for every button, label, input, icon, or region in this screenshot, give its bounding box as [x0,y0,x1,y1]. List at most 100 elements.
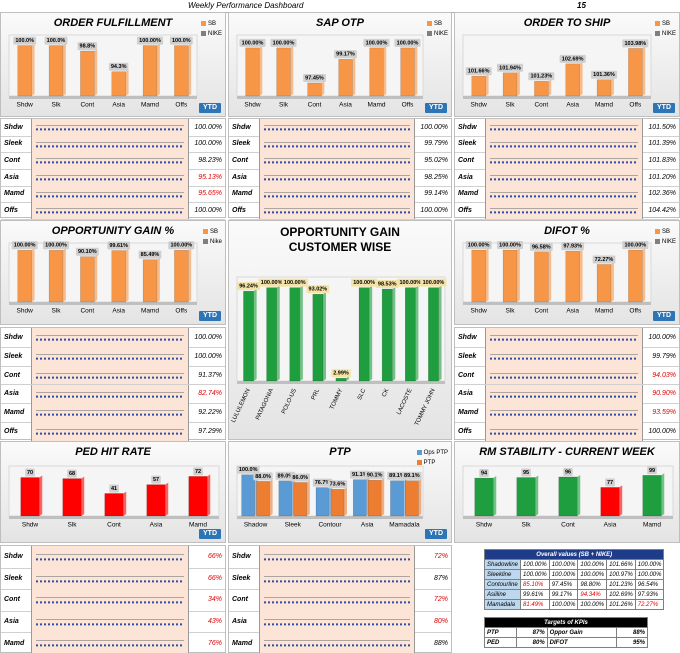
bar-side [485,248,489,302]
row-value: 100.00% [648,428,676,436]
legend: SB NIKE [654,227,676,247]
bar-side [579,249,583,302]
targets-row: PED 80% DIFOT 95% [484,637,649,648]
plot-floor [237,516,423,519]
sparkline-cell [31,119,189,136]
legend-swatch [654,30,660,36]
ytd-row: Cont 72% [229,589,451,612]
plot-floor [463,302,651,305]
x-tick-label: Slk [279,102,289,109]
bar [276,47,291,97]
bar-side [94,254,98,302]
row-label: Sleek [458,352,477,360]
legend-item: NIKE [654,29,676,39]
sparkline-cell [31,328,189,347]
legend-swatch [202,228,208,234]
sparkline [36,354,184,360]
overall-value: 101.23% [606,579,636,590]
sparkline-cell [31,589,189,611]
legend-item: NIKE [654,237,676,247]
bar [596,79,612,97]
legend-label: SB [433,21,442,27]
row-label: Offs [458,207,472,215]
bar-side [352,57,356,96]
row-value: 99.79% [652,352,676,360]
x-tick-label: Mamd [367,102,385,109]
value-label-bg [75,247,99,256]
sparkline-cell [485,422,643,441]
sparkline [36,410,184,417]
target-value: 80% [515,637,548,648]
value-label: 2.99% [333,371,349,377]
overall-value: 100.00% [520,569,550,580]
value-label-bg [77,42,98,51]
overall-value: 85.10% [520,579,550,590]
row-value: 98.23% [198,157,222,165]
x-tick-label: Shdw [244,102,261,109]
row-value: 100.00% [420,207,448,215]
value-label-bg [350,470,370,479]
bar-side [81,476,85,516]
bar [111,71,126,97]
value-label: 100.0% [172,38,191,44]
overall-value: 99.61% [520,589,550,600]
row-value: 104.42% [648,207,676,215]
row-label: Shdw [458,123,477,131]
overall-value: 100.00% [634,569,665,580]
bar-side [535,475,539,516]
bar-side [39,475,43,516]
sparkline-cell [485,384,643,404]
value-label: 101.36% [593,72,615,78]
chart-title: PED HIT RATE [75,446,151,458]
sparkline-cell [259,152,415,169]
ytd-row: Cont 94.03% [455,365,679,386]
value-label: 100.00% [353,280,375,286]
x-tick-label: Asia [339,102,352,109]
value-label-bg [465,67,492,76]
chart-title: SAP OTP [316,17,364,29]
target-value: 87% [515,627,548,638]
value-label-bg [622,39,649,48]
bar-side [392,287,396,381]
overall-value: 101.66% [606,559,636,570]
x-tick-label: TOMMY [329,388,344,411]
x-tick-label: Offs [175,102,188,109]
sparkline-cell [31,135,189,153]
x-tick-label: Asia [566,102,579,109]
sparkline [36,175,184,181]
bar [245,47,260,97]
bar [241,474,255,517]
row-label: Shdw [232,123,251,131]
ytd-row: Mamd 99.14% [229,185,451,204]
target-label: PTP [484,627,517,638]
overall-value: 100.97% [606,569,636,580]
target-label: Oppor Gain [546,627,617,638]
value-label: 99.61% [109,243,128,249]
value-label-bg [397,278,424,287]
overall-label: Shadowline [483,559,522,570]
overall-row: Sleekline 100.00% 100.00% 100.00% 100.97% 100… [483,569,665,580]
bar-side [125,248,129,302]
value-label: 76.7% [315,480,331,486]
sparkline [490,158,638,164]
bar [474,477,494,517]
bar-side [619,485,623,516]
bar [516,477,536,517]
bar [628,249,643,303]
chart-panel: Shdw 100.00% Slk 100.00% Cont 97.45% Asia 99.17… [228,12,452,117]
sparkline [36,208,184,214]
value-label-bg [351,278,378,287]
value-label: 89.1% [389,473,405,479]
value-label-bg [109,484,119,493]
value-label-bg [138,250,162,259]
sparkline-cell [259,202,415,219]
value-label-bg [107,241,131,250]
x-tick-label: LACOSTE [396,388,413,416]
sparkline-cell [31,610,189,633]
value-label-bg [375,280,399,289]
row-value: 66% [207,574,222,582]
value-label: 96.58% [532,244,551,250]
ytd-row: Sleek 100.00% [1,346,225,367]
targets-grid: Targets of KPIs PTP 87% Oppor Gain 88% PED 80%… [484,617,649,648]
